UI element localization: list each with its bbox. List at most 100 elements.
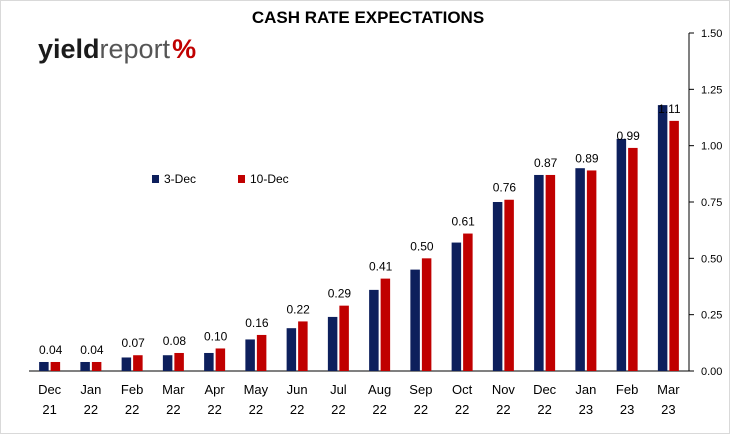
bar-3dec [286, 328, 297, 371]
x-tick-label-year: 22 [372, 402, 386, 417]
legend-label: 3-Dec [164, 172, 196, 186]
bar-10dec [215, 348, 226, 371]
logo-percent-icon: % [172, 34, 196, 64]
chart-title: CASH RATE EXPECTATIONS [252, 8, 484, 27]
bars [39, 105, 679, 372]
x-tick-label-year: 23 [579, 402, 593, 417]
x-tick-label-year: 22 [496, 402, 510, 417]
x-tick-label-month: Feb [616, 382, 638, 397]
data-label: 0.29 [328, 287, 352, 301]
bar-10dec [298, 321, 308, 371]
bar-3dec [534, 174, 544, 371]
bar-10dec [256, 334, 267, 371]
x-tick-label-month: Jan [575, 382, 596, 397]
x-axis-labels: Dec 21 Jan 22 Feb 22 Mar 22 Apr 22 May 22 Jun 22 Jul 22… [38, 382, 680, 417]
x-tick-label-year: 22 [207, 402, 221, 417]
bar-10dec [50, 361, 61, 371]
x-tick-label-year: 21 [42, 402, 56, 417]
bar-10dec [421, 258, 432, 371]
x-tick-label-year: 22 [249, 402, 263, 417]
legend: 3-Dec 10-Dec [152, 172, 289, 186]
data-label: 0.50 [410, 239, 434, 253]
bar-10dec [380, 278, 391, 371]
data-label: 0.22 [286, 302, 310, 316]
x-tick-label-year: 22 [331, 402, 345, 417]
x-tick-label-year: 22 [537, 402, 551, 417]
bar-3dec [80, 361, 90, 371]
x-tick-label-month: Sep [409, 382, 432, 397]
y-tick-label: 0.25 [701, 310, 722, 322]
x-tick-label-month: Apr [205, 382, 226, 397]
x-tick-label-year: 22 [166, 402, 180, 417]
x-tick-label-month: Mar [657, 382, 680, 397]
bar-10dec [339, 305, 349, 371]
legend-swatch [238, 175, 245, 183]
data-label: 0.07 [121, 336, 145, 350]
bar-3dec [616, 138, 627, 371]
data-label: 0.04 [39, 343, 63, 357]
bar-3dec [410, 269, 420, 371]
y-tick-label: 0.00 [701, 366, 722, 378]
bar-3dec [327, 316, 338, 371]
data-label: 1.11 [658, 102, 681, 116]
y-axis-labels: 0.00 0.25 0.50 0.75 1.00 1.25 1.50 [701, 28, 722, 378]
y-tick-label: 0.75 [701, 197, 722, 209]
x-tick-label-month: Nov [492, 382, 516, 397]
bar-3dec [657, 105, 668, 372]
x-tick-label-month: Jan [80, 382, 101, 397]
bar-10dec [463, 233, 473, 371]
bar-10dec [133, 355, 143, 371]
legend-swatch [152, 175, 159, 183]
x-tick-label-year: 22 [290, 402, 304, 417]
x-tick-label-year: 22 [414, 402, 428, 417]
bar-3dec [369, 289, 379, 371]
bar-10dec [586, 170, 597, 371]
x-tick-label-month: Feb [121, 382, 143, 397]
svg-text:yieldreport%: yieldreport% [38, 34, 196, 64]
bar-3dec [451, 242, 462, 371]
x-tick-label-month: Aug [368, 382, 391, 397]
x-tick-label-month: May [244, 382, 269, 397]
data-label: 0.61 [451, 215, 475, 229]
y-tick-label: 1.25 [701, 84, 722, 96]
x-tick-label-month: Jun [287, 382, 308, 397]
y-tick-label: 0.50 [701, 253, 722, 265]
bar-3dec [39, 361, 49, 371]
x-tick-label-month: Dec [533, 382, 557, 397]
bar-3dec [204, 352, 214, 371]
bar-3dec [492, 202, 503, 371]
bar-10dec [669, 120, 679, 371]
data-label: 0.16 [245, 316, 269, 330]
logo-text-report: report [100, 34, 171, 64]
x-tick-label-year: 23 [661, 402, 675, 417]
data-label: 0.87 [534, 156, 558, 170]
bar-3dec [245, 339, 255, 371]
data-label: 0.41 [369, 260, 393, 274]
x-tick-label-year: 22 [84, 402, 98, 417]
x-tick-label-year: 23 [620, 402, 634, 417]
bar-10dec [504, 199, 514, 371]
x-tick-label-month: Mar [162, 382, 185, 397]
yieldreport-logo: yieldreport% [38, 34, 196, 64]
data-labels: 0.04 0.04 0.07 0.08 0.10 0.16 0.22 0.29 0.41 0.50… [39, 102, 681, 357]
legend-label: 10-Dec [250, 172, 289, 186]
bar-10dec [545, 174, 556, 371]
bar-10dec [91, 361, 102, 371]
y-tick-label: 1.00 [701, 141, 722, 153]
bar-10dec [628, 147, 638, 371]
bar-3dec [121, 357, 132, 371]
bar-10dec [174, 352, 184, 371]
x-tick-label-month: Oct [452, 382, 473, 397]
data-label: 0.89 [575, 151, 599, 165]
data-label: 0.10 [204, 329, 228, 343]
logo-text-yield: yield [38, 34, 100, 64]
x-tick-label-month: Jul [330, 382, 347, 397]
data-label: 0.08 [163, 334, 187, 348]
x-tick-label-year: 22 [125, 402, 139, 417]
bar-3dec [162, 355, 173, 371]
x-tick-label-year: 22 [455, 402, 469, 417]
bar-3dec [575, 168, 585, 371]
data-label: 0.76 [493, 181, 517, 195]
y-tick-label: 1.50 [701, 28, 722, 40]
